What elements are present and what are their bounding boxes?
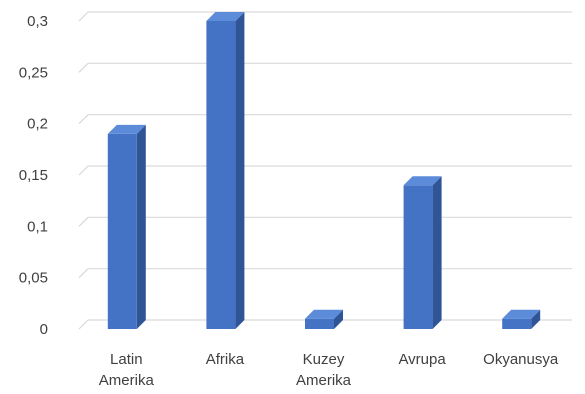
y-axis-ticks: 0 0,05 0,1 0,15 0,2 0,25 0,3 bbox=[19, 13, 48, 338]
x-tick-label: Afrika bbox=[206, 351, 245, 368]
gridline-connector bbox=[78, 319, 89, 330]
bar-front-face bbox=[107, 133, 137, 329]
gridline-connector bbox=[78, 268, 89, 279]
x-tick-label-line: Amerika bbox=[296, 372, 352, 389]
bar-side-face bbox=[334, 309, 343, 329]
bars bbox=[107, 12, 541, 329]
bar-front-face bbox=[403, 185, 433, 329]
gridlines bbox=[78, 11, 572, 330]
bar-front-face bbox=[206, 21, 236, 329]
y-tick-label: 0 bbox=[40, 321, 48, 338]
gridline-connector bbox=[78, 165, 89, 176]
bar-front-face bbox=[305, 318, 334, 329]
y-tick-label: 0,2 bbox=[27, 116, 48, 133]
bar-top-face bbox=[403, 176, 442, 186]
gridline bbox=[78, 268, 572, 279]
x-tick-label-line: Afrika bbox=[206, 351, 245, 368]
bar-top-face bbox=[305, 309, 343, 319]
x-tick-label-line: Kuzey bbox=[303, 351, 345, 368]
gridline bbox=[78, 216, 572, 227]
gridline bbox=[78, 165, 572, 176]
gridline bbox=[78, 62, 572, 73]
x-tick-label: Kuzey Amerika bbox=[296, 351, 352, 389]
x-tick-label-line: Latin bbox=[110, 351, 143, 368]
y-tick-label: 0,05 bbox=[19, 270, 48, 287]
gridline bbox=[78, 11, 572, 22]
x-tick-label: Avrupa bbox=[398, 351, 446, 368]
x-tick-label-line: Amerika bbox=[99, 372, 155, 389]
gridline bbox=[78, 114, 572, 125]
x-axis-labels: Latin Amerika Afrika Kuzey Amerika Avrupa Okya… bbox=[99, 351, 559, 389]
y-tick-label: 0,3 bbox=[27, 13, 48, 30]
bar-top-face bbox=[502, 309, 541, 319]
bar bbox=[502, 309, 541, 329]
bar bbox=[107, 124, 146, 329]
bar bbox=[206, 12, 245, 329]
x-tick-label: Okyanusya bbox=[483, 351, 559, 368]
y-tick-label: 0,25 bbox=[19, 64, 48, 81]
bar-side-face bbox=[136, 124, 146, 329]
bar bbox=[305, 309, 343, 329]
gridline-connector bbox=[78, 216, 89, 227]
x-tick-label-line: Okyanusya bbox=[483, 351, 559, 368]
bar-front-face bbox=[502, 318, 532, 329]
y-tick-label: 0,1 bbox=[27, 218, 48, 235]
x-tick-label: Latin Amerika bbox=[99, 351, 155, 389]
x-tick-label-line: Avrupa bbox=[398, 351, 446, 368]
bar-side-face bbox=[432, 176, 442, 329]
bar-side-face bbox=[531, 309, 541, 329]
bar-side-face bbox=[235, 12, 245, 329]
bar-top-face bbox=[206, 12, 245, 21]
gridline-connector bbox=[78, 11, 89, 22]
y-tick-label: 0,15 bbox=[19, 167, 48, 184]
gridline-connector bbox=[78, 62, 89, 73]
bar-top-face bbox=[107, 124, 146, 134]
gridline-connector bbox=[78, 114, 89, 125]
bar bbox=[403, 176, 442, 329]
